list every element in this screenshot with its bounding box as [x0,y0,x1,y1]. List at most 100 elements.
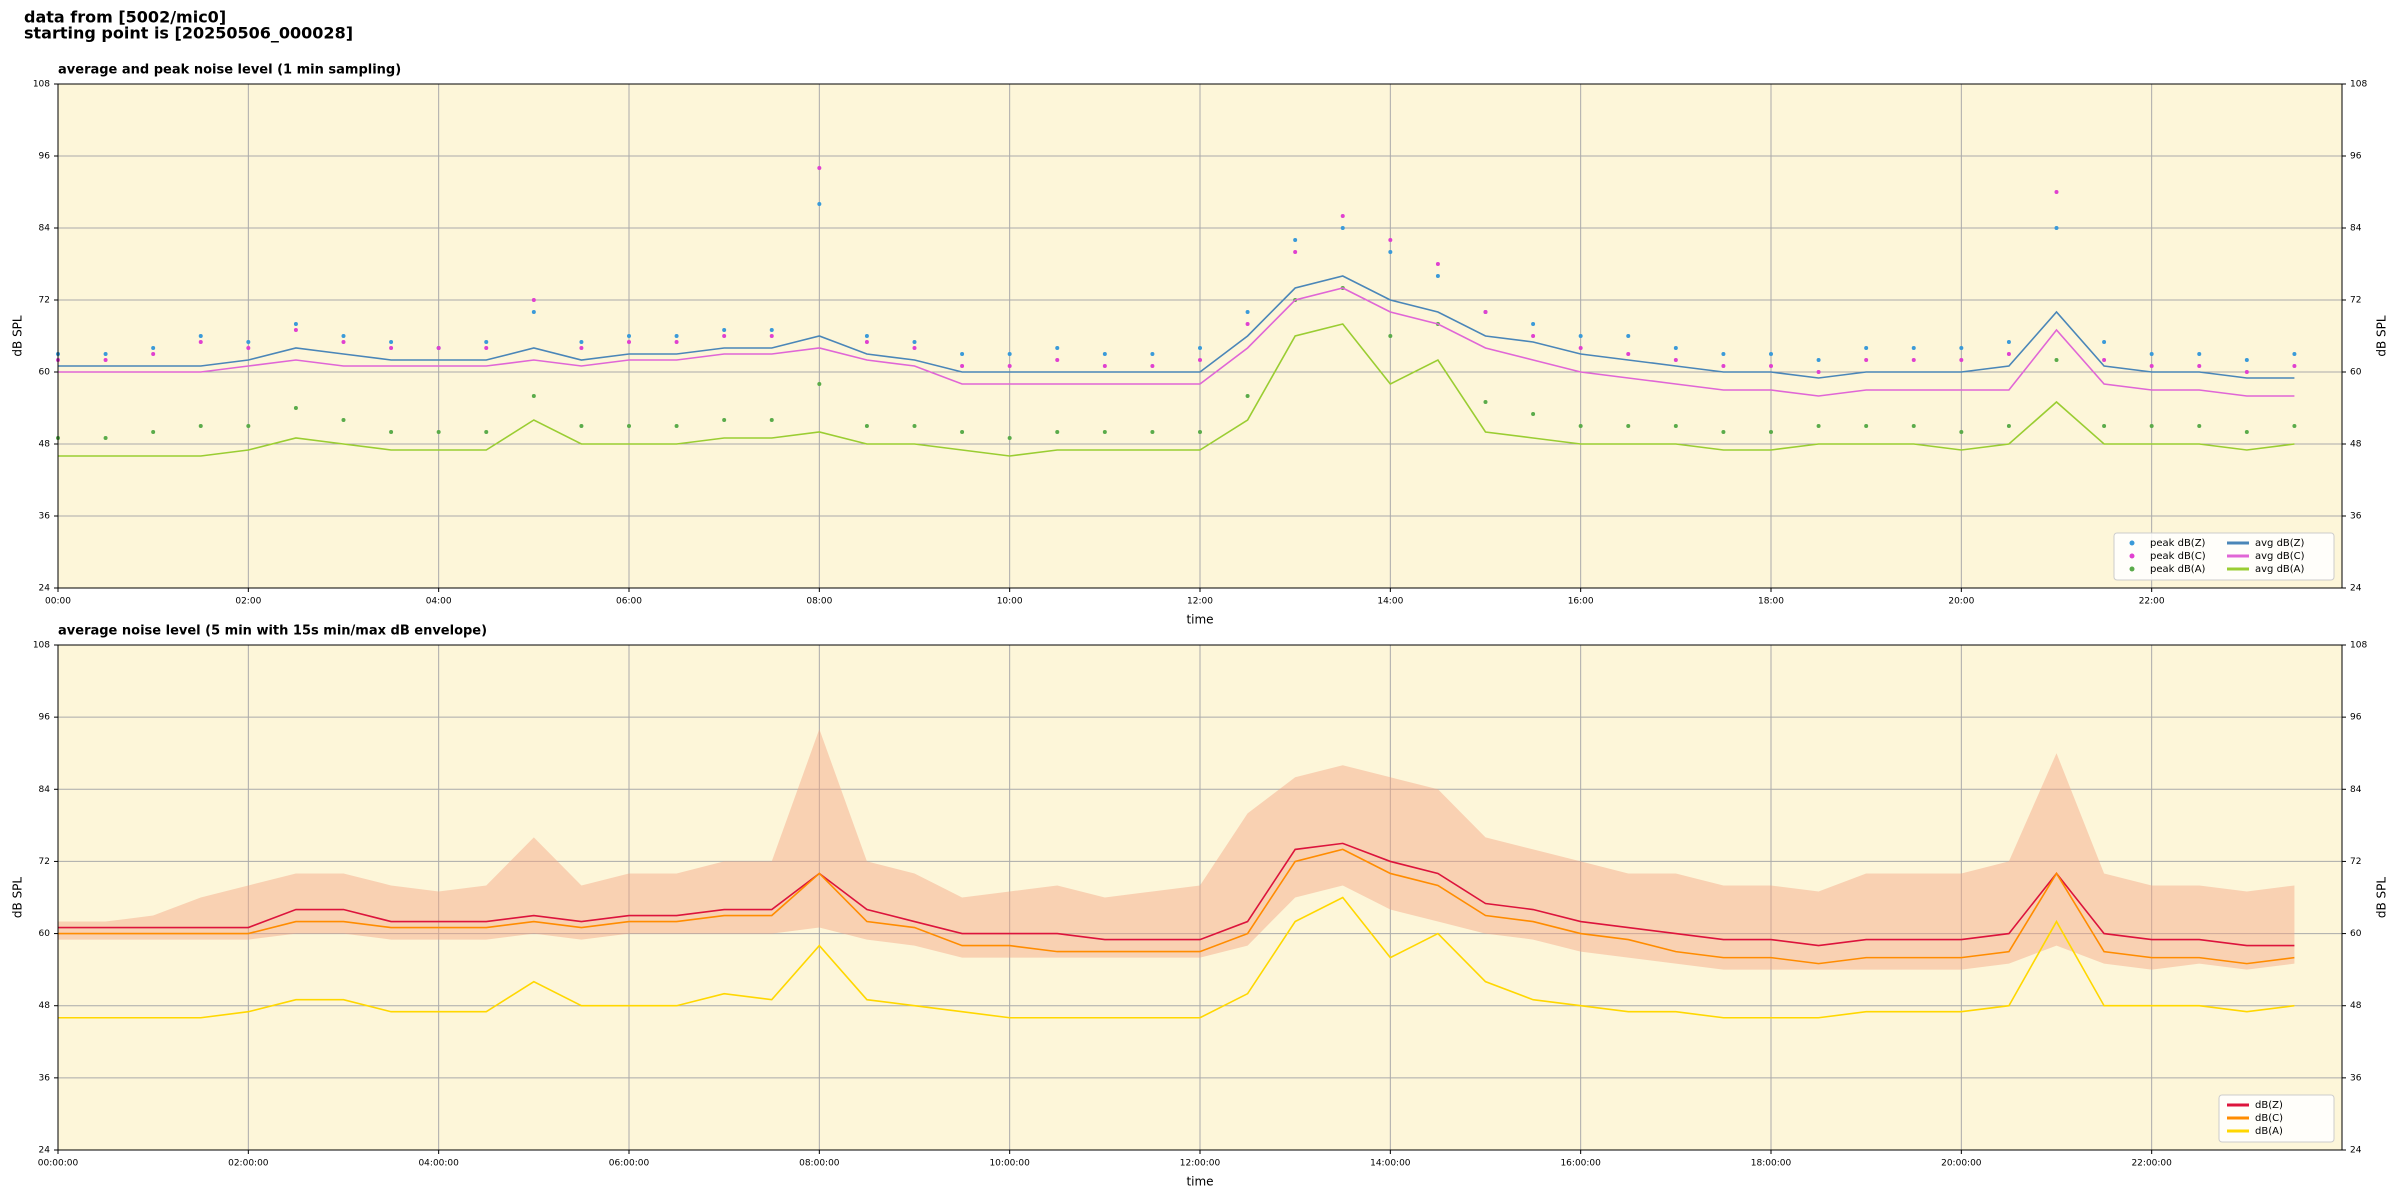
peak-point [1388,334,1393,338]
peak-point [1626,424,1631,428]
peak-point [1959,358,1964,362]
x-tick-label: 06:00 [616,597,642,607]
peak-point [1673,424,1678,428]
peak-point [912,346,917,350]
x-tick-label: 18:00:00 [1751,1159,1792,1169]
y-tick-label: 96 [39,152,51,162]
y-tick-label: 36 [39,1073,51,1083]
peak-point [1578,424,1583,428]
line [58,287,2295,397]
peak-point [2054,358,2059,362]
peak-point [341,418,346,422]
peak-point [1293,238,1298,242]
x-tick-label: 12:00:00 [1180,1159,1221,1169]
peak-point [627,334,631,338]
peak-point [531,298,536,302]
peak-point [1198,346,1202,350]
peak-point [769,418,774,422]
y-tick-label: 24 [2350,584,2362,594]
peak-point [1102,430,1107,434]
peak-point [293,328,298,332]
peak-point [674,340,679,344]
peak-point [1864,346,1869,350]
peak-point [817,166,822,170]
y-tick-label: 48 [39,1001,51,1011]
legend-label: avg dB(C) [2255,551,2305,562]
peak-point [151,352,156,356]
legend [2113,532,2335,581]
peak-point [864,424,869,428]
peak-point [484,430,489,434]
legend-label: dB(A) [2255,1126,2283,1137]
legend-swatch [2129,540,2135,546]
y-tick-label: 24 [39,584,51,594]
y-tick-label: 72 [39,296,50,306]
peak-point [1816,358,1821,362]
peak-point [198,424,203,428]
peak-point [1340,214,1345,218]
peak-point [2292,352,2297,356]
header-line: starting point is [20250506_000028] [24,24,353,43]
peak-point [246,346,251,350]
peak-point [103,352,108,356]
y-tick-label: 84 [2350,785,2362,795]
x-tick-label: 12:00 [1187,597,1213,607]
peak-point [769,328,774,332]
legend-label: peak dB(Z) [2150,538,2206,549]
peak-point [1864,424,1869,428]
peak-point [1864,358,1869,362]
peak-point [1007,352,1012,356]
y-axis-label: dB SPL [11,315,25,357]
peak-point [2149,352,2154,356]
y-tick-label: 60 [39,368,51,378]
peak-point [293,406,298,410]
peak-point [1959,430,1964,434]
peak-point [1959,346,1964,350]
peak-point [389,346,394,350]
peak-point [1578,346,1583,350]
peak-point [1816,424,1821,428]
peak-point [1150,352,1155,356]
chart-title: average and peak noise level (1 min samp… [58,63,401,78]
peak-point [1578,334,1583,338]
y-axis-label: dB SPL [2375,315,2389,357]
x-axis-label: time [1186,1175,1213,1189]
peak-point [1769,430,1773,434]
peak-point [2244,430,2249,434]
peak-point [1769,364,1773,368]
y-tick-label: 36 [2350,1073,2362,1083]
peak-point [1673,358,1678,362]
peak-point [2244,370,2249,374]
peak-point [151,346,156,350]
y-tick-label: 60 [39,929,51,939]
envelope [58,729,2295,970]
peak-point [1721,430,1726,434]
peak-point [627,340,631,344]
legend-label: peak dB(C) [2150,551,2206,562]
x-tick-label: 10:00 [997,597,1023,607]
peak-point [1007,364,1012,368]
peak-point [2102,358,2107,362]
peak-point [1435,262,1440,266]
y-tick-label: 48 [2350,440,2362,450]
peak-point [769,334,774,338]
header-line: data from [5002/mic0] [24,8,226,27]
plot-frame [57,83,2343,589]
x-tick-label: 16:00 [1568,597,1594,607]
y-tick-label: 48 [39,440,51,450]
peak-point [1911,424,1916,428]
peak-point [1388,250,1393,254]
peak-point [436,346,441,350]
y-tick-label: 72 [2350,857,2361,867]
peak-point [1531,334,1536,338]
y-tick-label: 36 [39,512,51,522]
peak-point [2102,340,2107,344]
legend-label: dB(C) [2255,1113,2283,1124]
peak-point [2054,226,2059,230]
peak-point [2149,424,2154,428]
x-tick-label: 00:00 [45,597,71,607]
peak-point [579,346,584,350]
plot-frame [57,644,2343,1151]
y-axis-label: dB SPL [11,877,25,919]
line [58,275,2295,379]
